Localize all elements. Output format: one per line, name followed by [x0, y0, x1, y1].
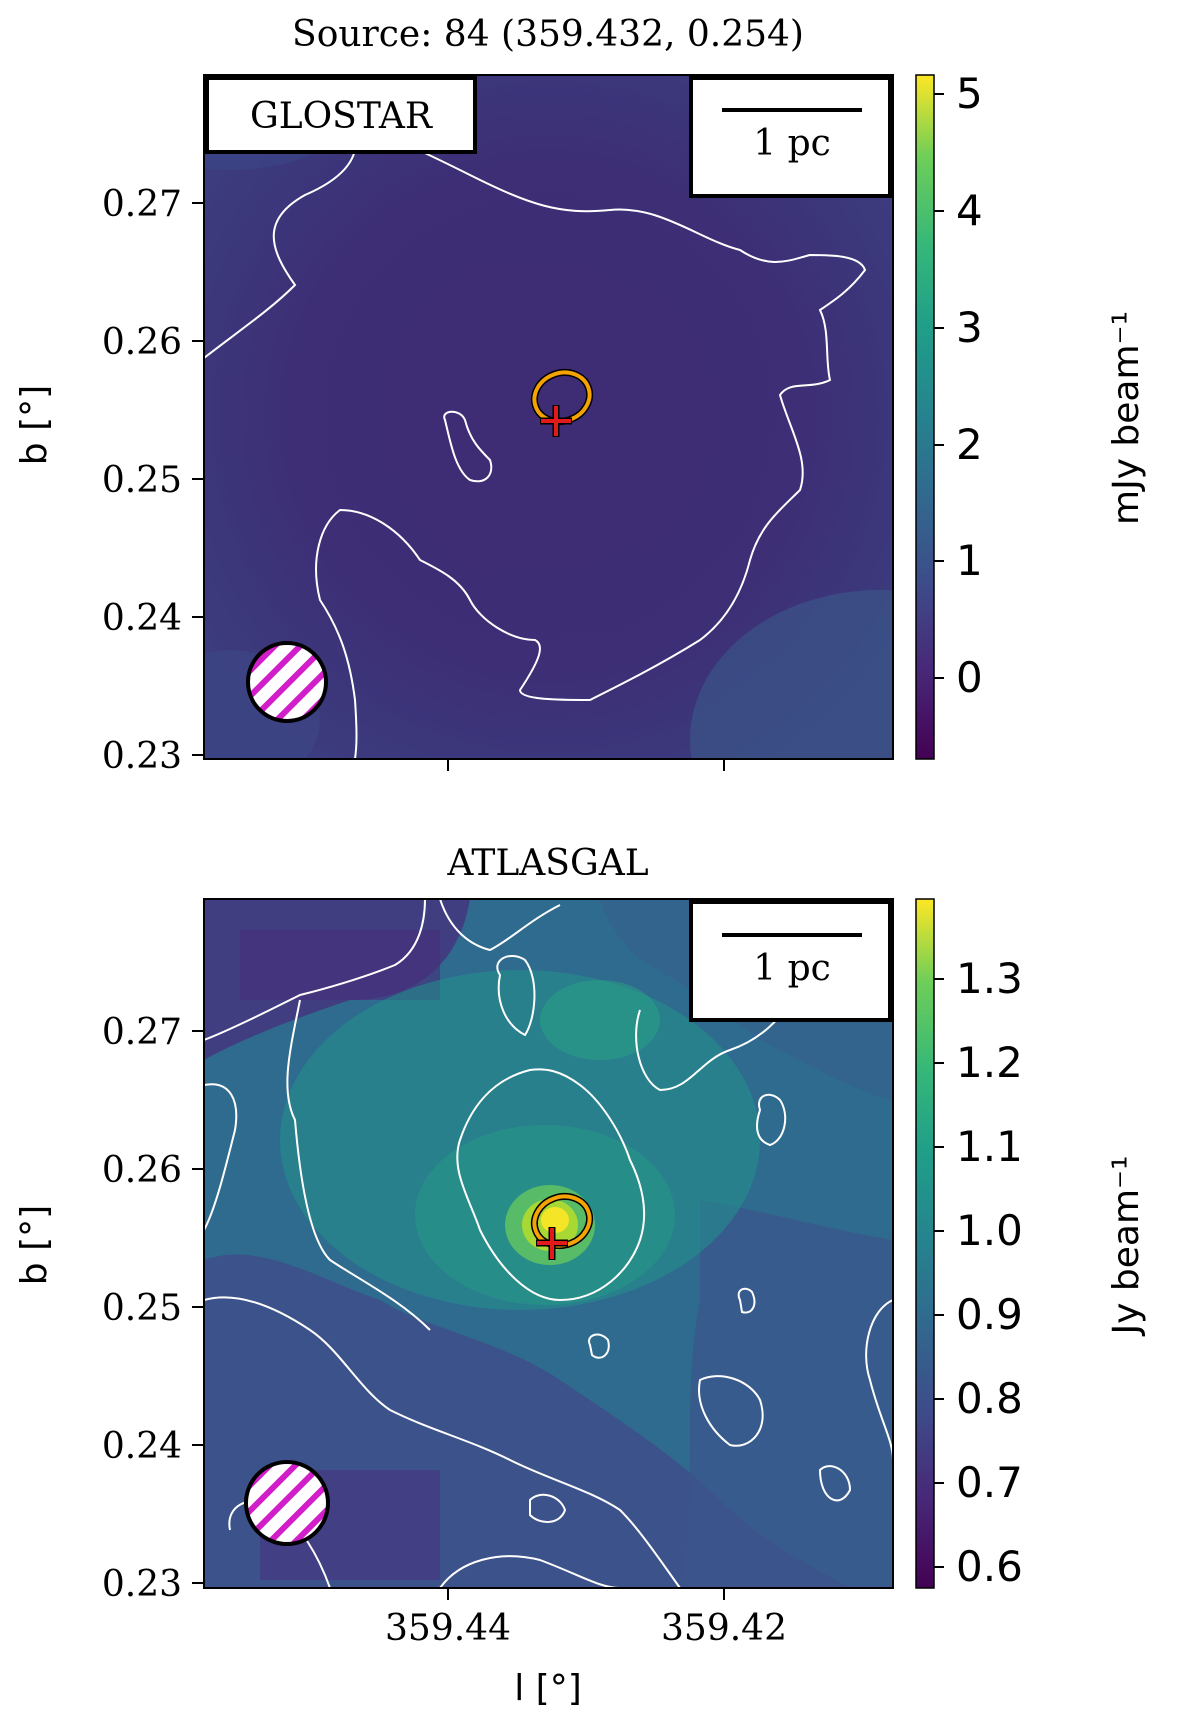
scalebar-label: 1 pc	[753, 123, 831, 164]
figure-title: Source: 84 (359.432, 0.254)	[292, 14, 804, 55]
glostar-contour-island	[443, 410, 493, 483]
colorbar-tick-label: 5	[956, 69, 983, 118]
colorbar-tick-label: 0.6	[956, 1542, 1023, 1591]
y-tick-label: 0.23	[102, 1564, 182, 1605]
y-tick-label: 0.24	[102, 1426, 182, 1467]
colorbar-tick-label: 0.7	[956, 1458, 1023, 1507]
atlasgal-contours	[204, 899, 893, 1588]
colorbar-tick-label: 1.0	[956, 1206, 1023, 1255]
colorbar-tick-label: 1	[956, 536, 983, 585]
atlasgal-panel: ATLASGAL	[14, 843, 1147, 1709]
colorbar-tick-label: 4	[956, 186, 983, 235]
glostar-panel: GLOSTAR 1 pc 0.27 0.26 0.25 0.24 0.23 b …	[14, 69, 1147, 777]
y-tick-label: 0.26	[102, 322, 182, 363]
colorbar-tick-label: 3	[956, 303, 983, 352]
atlasgal-colorbar	[915, 898, 935, 1589]
colorbar-tick-label: 1.2	[956, 1038, 1023, 1087]
source-cross	[540, 405, 572, 437]
y-tick-label: 0.26	[102, 1150, 182, 1191]
y-tick-label: 0.27	[102, 1012, 182, 1053]
atlasgal-x-axis: 359.44 359.42	[385, 1588, 787, 1649]
colorbar-tick-label: 2	[956, 420, 983, 469]
y-tick-label: 0.24	[102, 598, 182, 639]
x-tick-label: 359.44	[385, 1608, 511, 1649]
y-tick-label: 0.27	[102, 184, 182, 225]
colorbar-tick-label: 0	[956, 653, 983, 702]
y-tick-label: 0.23	[102, 736, 182, 777]
survey-label-box	[205, 76, 477, 154]
x-axis-label: l [°]	[514, 1668, 582, 1709]
y-axis-label: b [°]	[14, 385, 55, 465]
colorbar-label: Jy beam⁻¹	[1106, 1156, 1147, 1337]
atlasgal-colorbar-ticks: 1.3 1.2 1.1 1.0 0.9 0.8 0.7 0.6	[934, 954, 1023, 1591]
y-tick-label: 0.25	[102, 1288, 182, 1329]
scalebar-label: 1 pc	[753, 948, 831, 989]
colorbar-label: mJy beam⁻¹	[1106, 311, 1147, 525]
scalebar-box	[689, 76, 892, 198]
colorbar-tick-label: 1.1	[956, 1122, 1023, 1171]
colorbar-tick-label: 1.3	[956, 954, 1023, 1003]
panel-title: ATLASGAL	[446, 843, 648, 884]
glostar-colorbar-ticks: 5 4 3 2 1 0	[934, 69, 983, 702]
atlasgal-frame	[203, 898, 894, 1589]
beam-marker	[244, 1460, 330, 1546]
y-axis-label: b [°]	[14, 1205, 55, 1285]
scalebar-box	[689, 900, 892, 1022]
atlasgal-y-axis: 0.27 0.26 0.25 0.24 0.23	[102, 1012, 204, 1605]
x-tick-label: 359.42	[661, 1608, 787, 1649]
colorbar-tick-label: 0.8	[956, 1374, 1023, 1423]
source-ellipse	[532, 1194, 592, 1248]
y-tick-label: 0.25	[102, 460, 182, 501]
glostar-frame	[203, 74, 894, 760]
colorbar-tick-label: 0.9	[956, 1290, 1023, 1339]
beam-marker	[246, 641, 328, 723]
glostar-colorbar	[915, 74, 935, 760]
survey-label: GLOSTAR	[250, 96, 433, 137]
glostar-y-axis: 0.27 0.26 0.25 0.24 0.23	[102, 184, 204, 777]
source-cross	[536, 1227, 568, 1260]
